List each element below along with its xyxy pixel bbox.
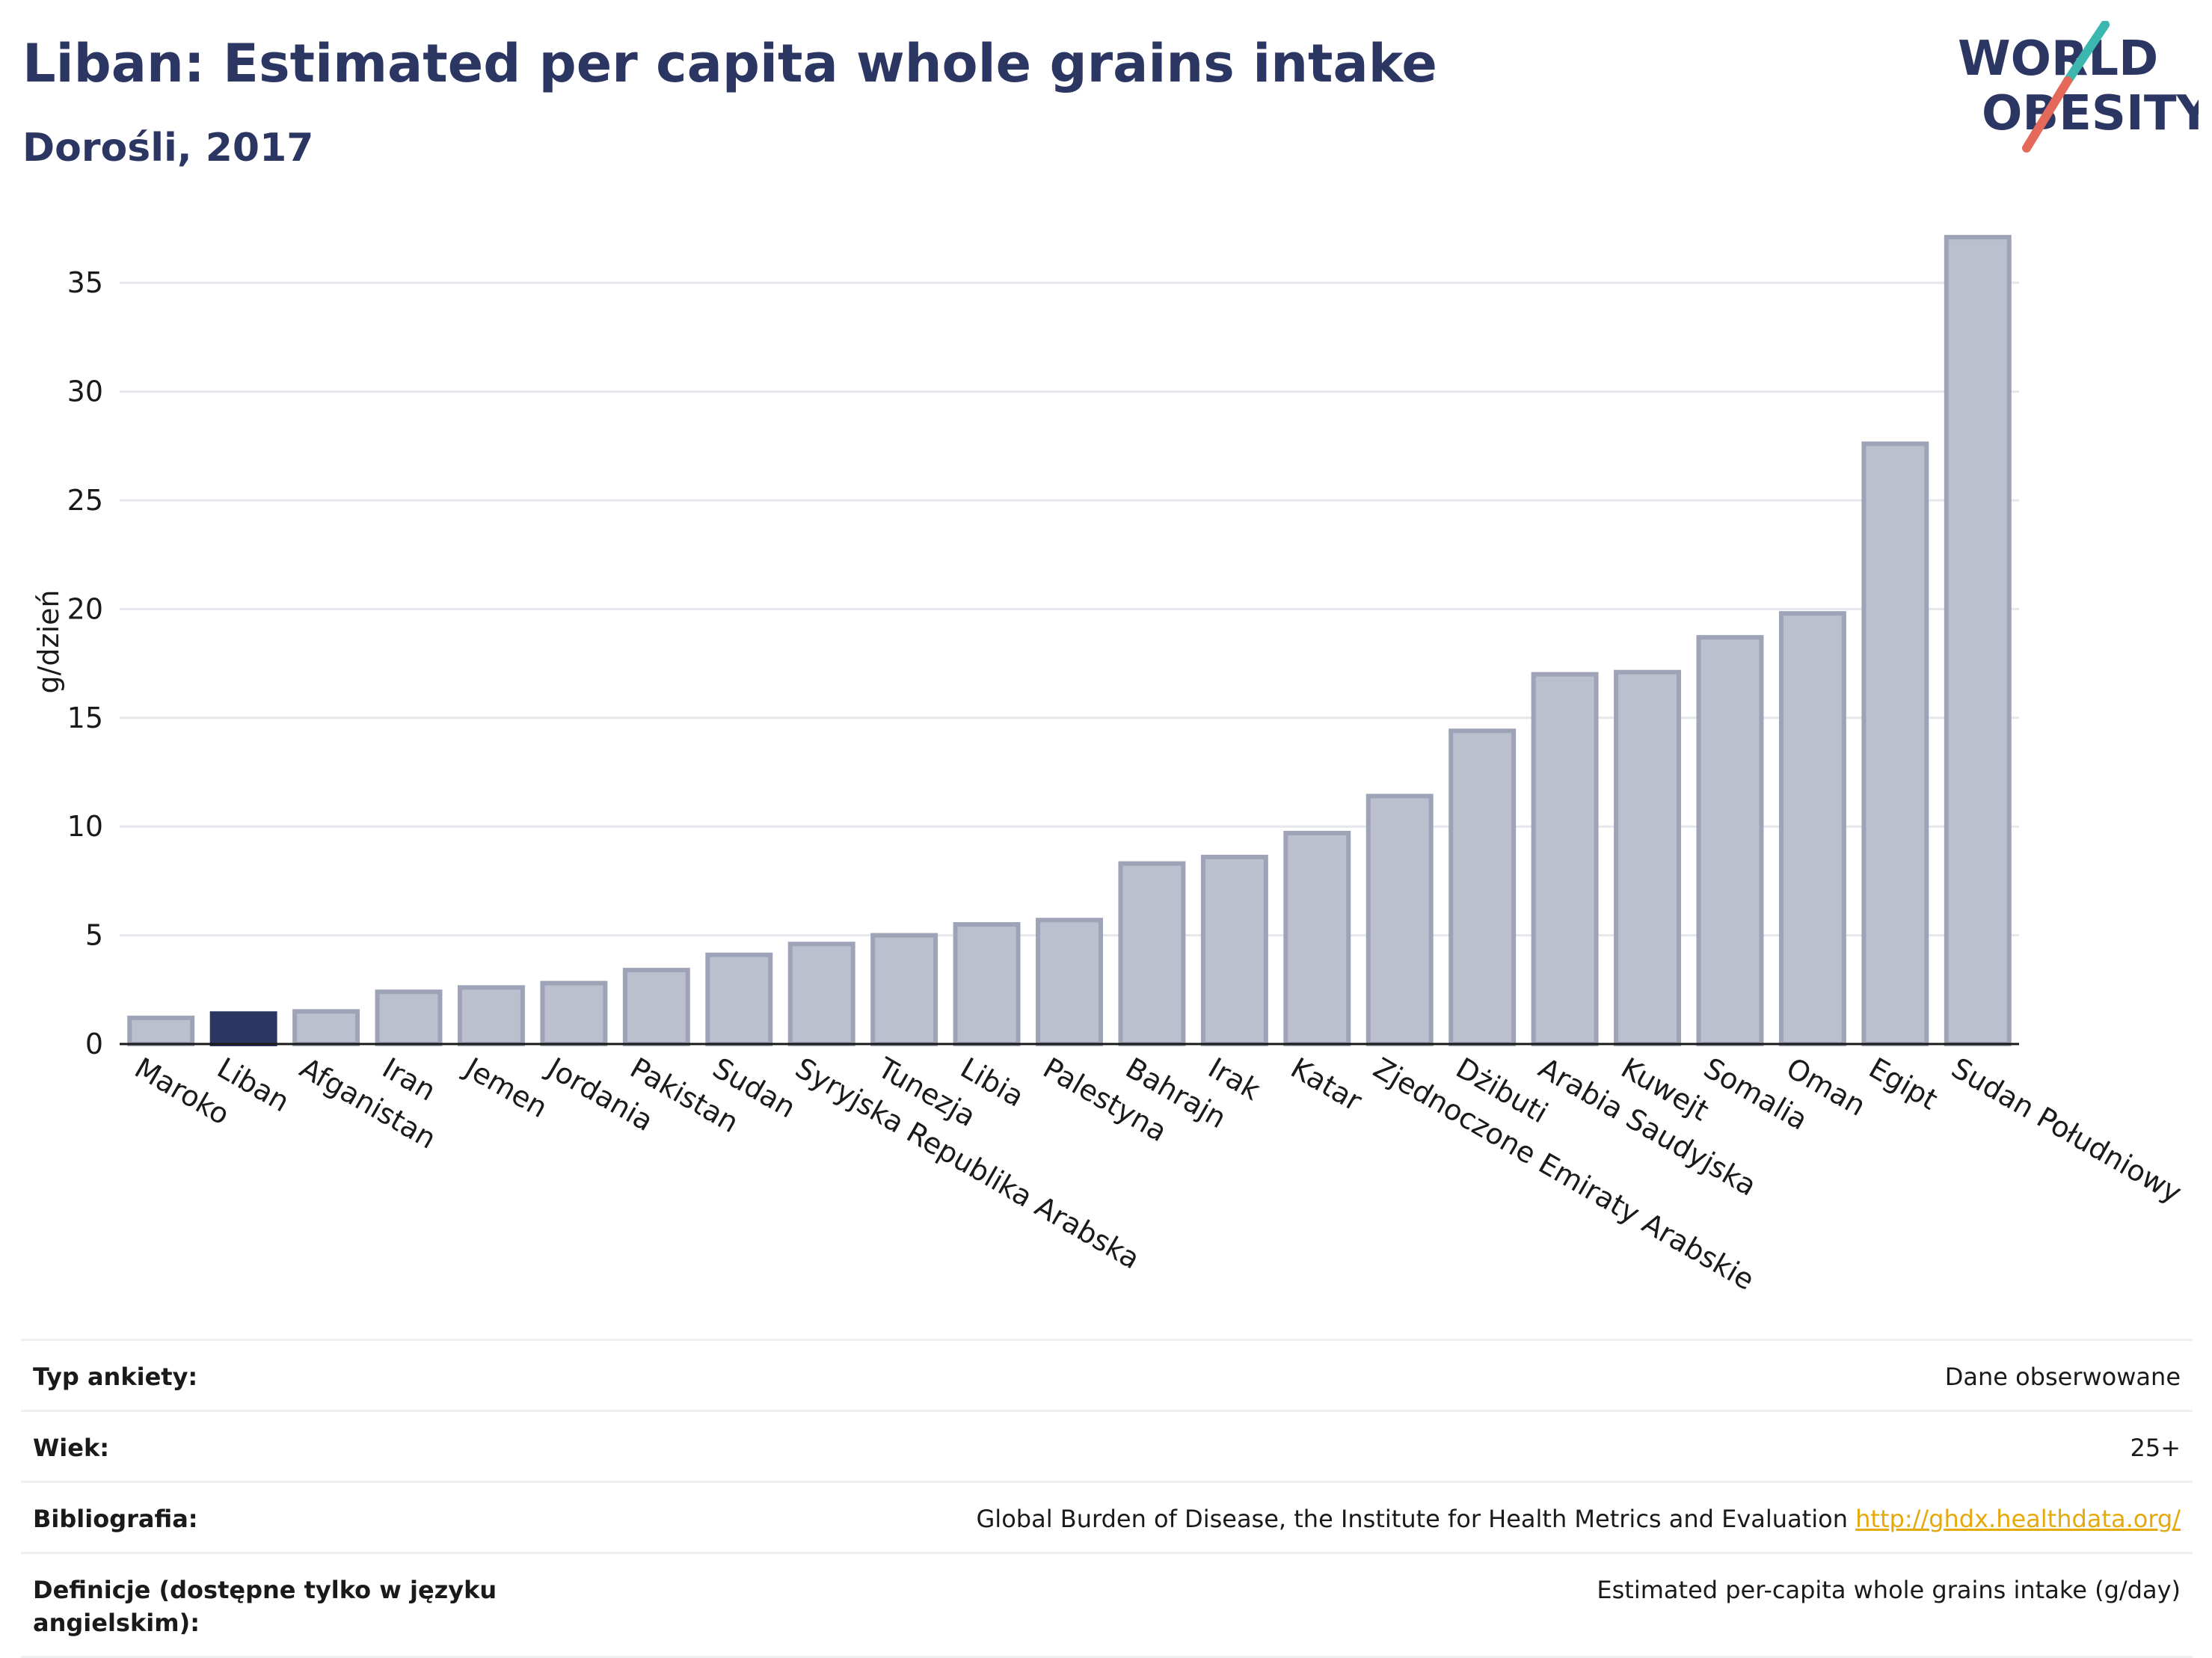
info-value: Estimated per-capita whole grains intake… xyxy=(1597,1576,2181,1604)
bar-afganistan xyxy=(292,1009,360,1047)
y-tick-label: 5 xyxy=(85,919,103,952)
bar-jemen xyxy=(457,985,525,1046)
bar-tunezja xyxy=(870,933,938,1047)
info-label: Bibliografia: xyxy=(33,1505,198,1533)
bar-bahrajn xyxy=(1118,861,1186,1047)
bar-katar xyxy=(1283,830,1351,1047)
info-label: Wiek: xyxy=(33,1434,110,1462)
chart-subtitle: Dorośli, 2017 xyxy=(22,126,314,171)
info-row-age: Wiek: 25+ xyxy=(21,1410,2193,1481)
x-tick-label: Maroko xyxy=(129,1051,236,1132)
y-tick-label: 10 xyxy=(67,810,103,843)
x-tick-label: Egipt xyxy=(1864,1051,1944,1117)
info-row-bibliography: Bibliografia: Global Burden of Disease, … xyxy=(21,1481,2193,1552)
bibliography-link[interactable]: http://ghdx.healthdata.org/ xyxy=(1855,1505,2181,1533)
bar-kuwejt xyxy=(1614,669,1682,1046)
bar-egipt xyxy=(1861,441,1929,1046)
bar-somalia xyxy=(1696,635,1764,1046)
y-tick-label: 15 xyxy=(67,701,103,734)
bar-pakistan xyxy=(622,968,690,1046)
logo-slash-red xyxy=(2022,76,2072,153)
bar-irak xyxy=(1200,854,1268,1046)
y-axis-label: g/dzień xyxy=(32,589,65,693)
y-tick-label: 20 xyxy=(67,592,103,625)
y-tick-label: 0 xyxy=(85,1028,103,1060)
bar-liban xyxy=(209,1011,277,1047)
info-value: Dane obserwowane xyxy=(1944,1363,2181,1391)
info-label: Typ ankiety: xyxy=(33,1363,198,1391)
chart-title: Liban: Estimated per capita whole grains… xyxy=(22,33,1437,94)
world-obesity-logo: WORLD OBESITY xyxy=(1958,21,2199,153)
y-tick-label: 30 xyxy=(67,375,103,408)
bar-zjednoczone-emiraty-arabskie xyxy=(1365,793,1434,1047)
info-value: 25+ xyxy=(2130,1434,2181,1462)
y-tick-label: 25 xyxy=(67,484,103,517)
bar-sudan xyxy=(705,952,773,1047)
bar-sudan-południowy xyxy=(1944,235,2012,1046)
info-row-definition: Definicje (dostępne tylko w języku angie… xyxy=(21,1552,2193,1658)
bar-libia xyxy=(953,922,1021,1047)
bar-iran xyxy=(375,989,443,1047)
bar-dżibuti xyxy=(1448,728,1517,1046)
logo-line1: WORLD xyxy=(1958,31,2158,87)
info-row-survey-type: Typ ankiety: Dane obserwowane xyxy=(21,1339,2193,1410)
bar-syryjska-republika-arabska xyxy=(787,942,855,1047)
bar-oman xyxy=(1778,611,1846,1046)
bibliography-text: Global Burden of Disease, the Institute … xyxy=(976,1505,1848,1533)
x-tick-label: Jemen xyxy=(458,1051,553,1125)
info-value: Global Burden of Disease, the Institute … xyxy=(977,1502,2181,1535)
info-label: Definicje (dostępne tylko w języku angie… xyxy=(33,1576,497,1637)
bar-maroko xyxy=(127,1016,195,1046)
logo-line2: OBESITY xyxy=(1982,86,2199,141)
logo-slash-teal xyxy=(2063,21,2110,85)
bar-jordania xyxy=(540,980,608,1047)
x-tick-label: Katar xyxy=(1285,1051,1368,1118)
y-tick-label: 35 xyxy=(67,266,103,299)
bar-palestyna xyxy=(1036,918,1103,1046)
bar-arabia-saudyjska xyxy=(1531,672,1599,1047)
info-table: Typ ankiety: Dane obserwowane Wiek: 25+ … xyxy=(21,1339,2193,1658)
x-tick-label: Sudan Południowy xyxy=(1946,1051,2187,1210)
